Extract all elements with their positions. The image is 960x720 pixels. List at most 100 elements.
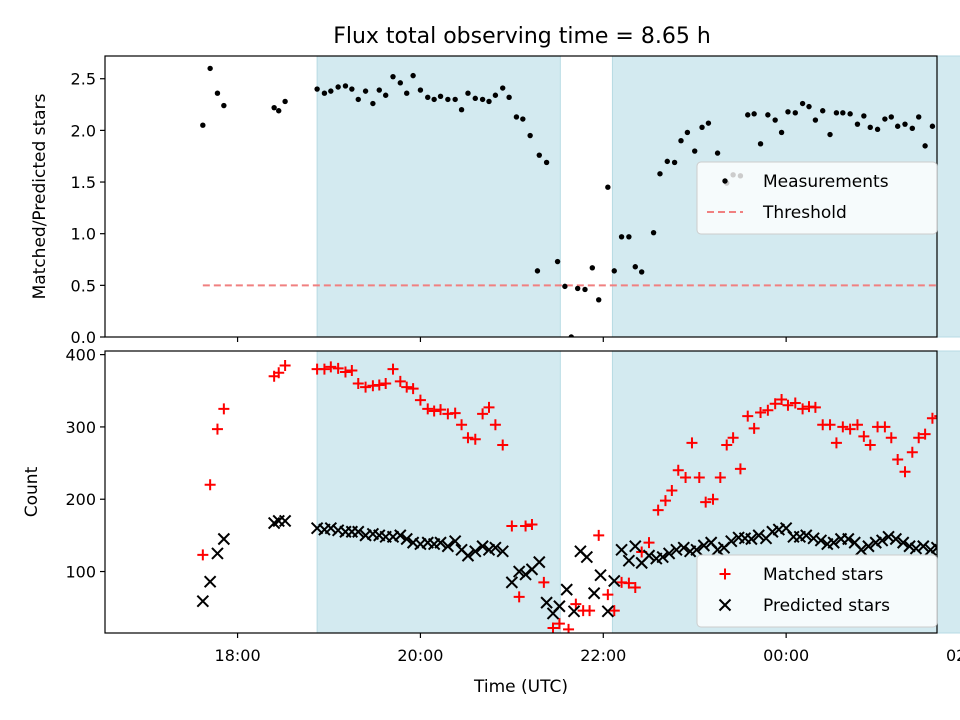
data-point — [554, 258, 561, 265]
data-point — [310, 521, 324, 535]
data-point — [601, 605, 615, 618]
data-point — [533, 555, 546, 569]
data-point — [506, 94, 512, 101]
data-point — [276, 108, 282, 114]
data-point — [792, 110, 798, 116]
data-point — [534, 268, 541, 274]
data-point — [325, 361, 337, 373]
data-point — [324, 521, 338, 535]
data-point — [666, 485, 678, 497]
data-point — [360, 381, 372, 393]
data-point — [776, 393, 788, 405]
data-point — [913, 432, 925, 444]
data-point — [406, 536, 420, 549]
data-point — [888, 114, 894, 120]
data-point — [692, 148, 698, 154]
data-point — [404, 90, 410, 96]
data-point — [355, 96, 361, 103]
data-point — [437, 93, 444, 99]
data-point — [279, 359, 291, 371]
data-point — [314, 86, 320, 92]
data-point — [435, 404, 447, 416]
legend-label: Matched stars — [763, 565, 883, 585]
y-tick-label: 0.5 — [71, 276, 96, 295]
data-point — [380, 378, 392, 390]
observing-interval-shade — [316, 350, 561, 634]
data-point — [506, 520, 518, 532]
data-point — [916, 114, 922, 120]
data-point — [670, 543, 683, 557]
data-point — [643, 537, 655, 549]
data-point — [339, 366, 351, 378]
data-point — [690, 543, 703, 557]
y-tick-label: 300 — [65, 418, 96, 437]
data-point — [394, 529, 407, 542]
data-point — [562, 283, 568, 290]
data-point — [833, 110, 840, 116]
data-point — [707, 493, 719, 505]
y-tick-label: 2.5 — [71, 70, 96, 89]
data-point — [867, 124, 873, 130]
data-point — [686, 437, 698, 449]
data-point — [842, 532, 855, 546]
data-point — [778, 129, 785, 136]
data-point — [864, 439, 876, 451]
data-point — [401, 381, 413, 393]
data-point — [526, 519, 538, 531]
data-point — [472, 95, 478, 102]
data-point — [547, 622, 559, 633]
data-point — [570, 598, 582, 610]
y-tick-label: 100 — [65, 563, 96, 582]
data-point — [926, 412, 937, 424]
data-point — [752, 529, 765, 542]
data-point — [321, 90, 328, 96]
data-point — [553, 600, 566, 613]
data-point — [626, 234, 632, 240]
data-point — [847, 111, 853, 117]
data-point — [820, 108, 826, 114]
data-point — [807, 532, 820, 545]
data-point — [875, 534, 889, 547]
data-point — [596, 297, 602, 303]
data-point — [278, 514, 292, 528]
data-point — [520, 520, 532, 532]
data-point — [479, 96, 486, 103]
data-point — [318, 363, 330, 375]
data-point — [587, 587, 601, 600]
legend: Matched stars Predicted stars — [696, 554, 938, 628]
data-point — [540, 596, 553, 609]
data-point — [218, 403, 230, 415]
data-point — [445, 96, 451, 103]
data-point — [659, 495, 671, 507]
x-tick-label: 00:00 — [763, 646, 809, 665]
data-point — [889, 532, 903, 546]
data-point — [902, 121, 908, 127]
data-point — [809, 401, 821, 413]
data-point — [497, 439, 509, 451]
data-point — [203, 575, 217, 588]
data-point — [214, 90, 221, 96]
data-point — [854, 121, 861, 127]
ratio-panel: 0.0 0.5 1.0 1.5 2.0 2.5 Matched/Predicted star… — [30, 55, 960, 347]
data-point — [721, 439, 733, 451]
x-tick-label: 22:00 — [580, 646, 626, 665]
data-point — [602, 589, 614, 601]
data-point — [580, 550, 594, 564]
data-point — [563, 623, 575, 633]
data-point — [197, 549, 209, 561]
data-point — [629, 581, 641, 593]
data-point — [799, 100, 806, 107]
data-point — [461, 549, 475, 562]
data-point — [496, 545, 509, 558]
data-point — [536, 152, 542, 158]
data-point — [331, 524, 345, 537]
data-point — [458, 107, 465, 113]
data-point — [618, 234, 625, 240]
data-point — [615, 543, 628, 557]
data-point — [568, 334, 574, 337]
data-point — [789, 397, 801, 409]
data-point — [477, 408, 489, 420]
data-point — [456, 419, 468, 431]
data-point — [782, 399, 794, 411]
